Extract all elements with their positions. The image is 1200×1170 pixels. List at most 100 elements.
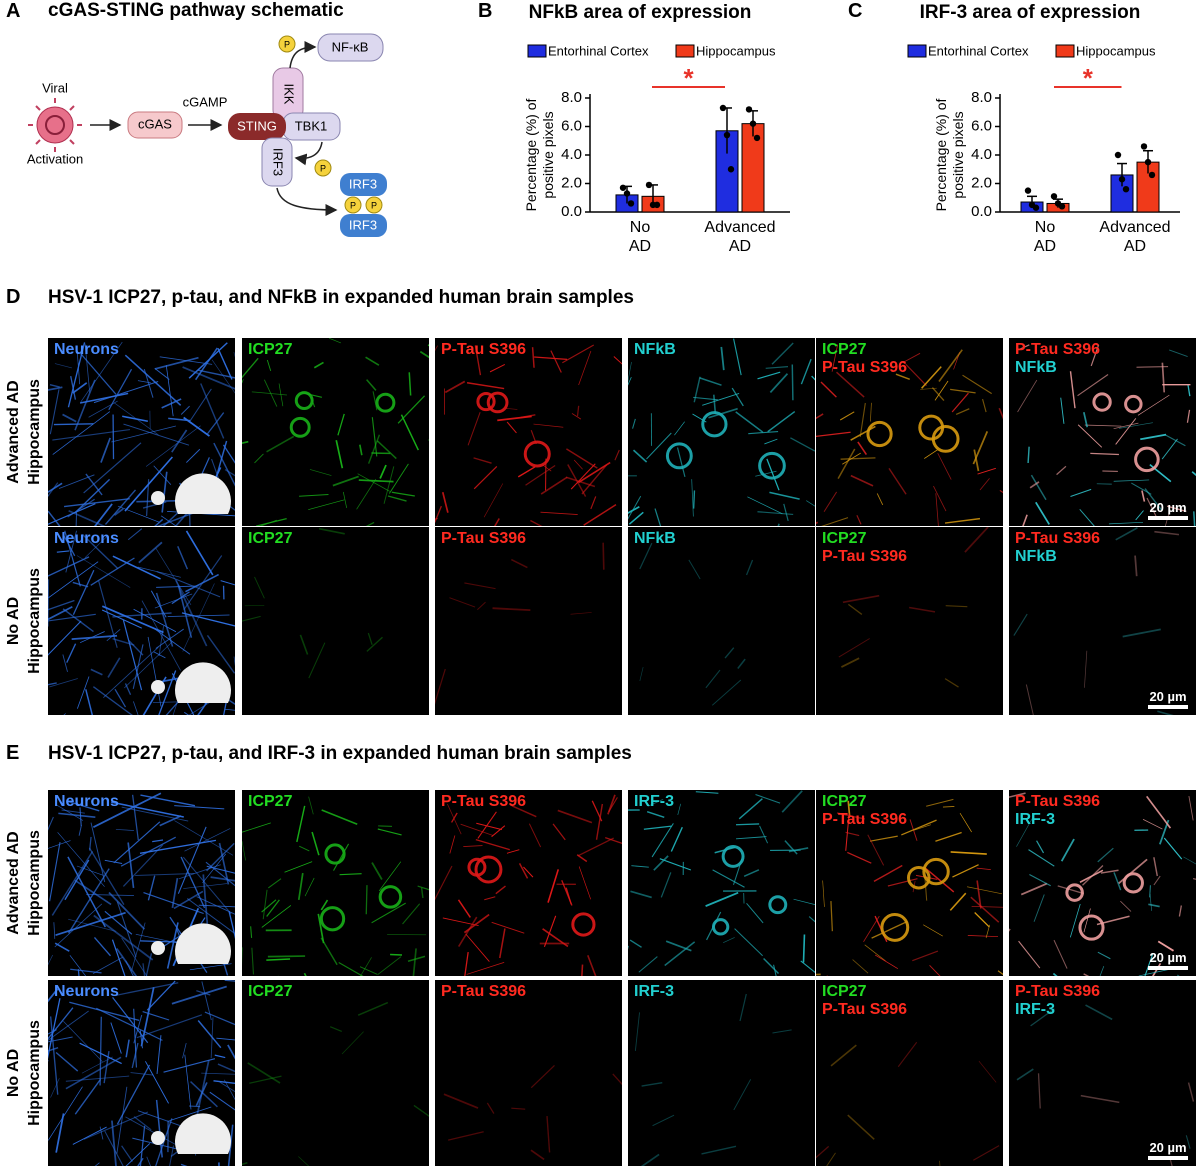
fiber — [973, 449, 980, 472]
fiber — [114, 508, 124, 516]
fiber — [1019, 344, 1030, 350]
fiber — [533, 423, 564, 428]
fiber — [838, 638, 870, 658]
fiber — [98, 580, 118, 648]
fiber — [76, 347, 81, 385]
cell-body — [866, 420, 893, 448]
fiber — [1122, 628, 1161, 638]
brain-icon — [151, 941, 165, 955]
fiber — [711, 679, 742, 706]
fiber — [130, 1072, 154, 1076]
fiber — [565, 448, 598, 469]
fiber — [266, 958, 291, 961]
fiber — [1115, 527, 1138, 541]
fiber — [360, 957, 372, 976]
bar — [741, 123, 765, 213]
fiber — [311, 831, 320, 856]
fiber — [1030, 474, 1047, 501]
fiber — [85, 473, 103, 496]
fiber — [998, 407, 1003, 420]
fiber — [136, 1014, 203, 1039]
fiber — [723, 937, 735, 944]
channel-label: ICP27 — [822, 983, 867, 1000]
cell-body — [922, 857, 950, 886]
fiber — [435, 668, 446, 705]
fiber — [463, 845, 483, 847]
fiber — [772, 1029, 792, 1034]
channel-label: P-Tau S396 — [1015, 341, 1101, 358]
fiber — [92, 792, 162, 828]
fiber — [48, 1086, 83, 1141]
fiber — [122, 415, 148, 423]
fiber — [1169, 1157, 1173, 1166]
fiber — [967, 935, 999, 937]
fiber — [506, 849, 520, 854]
fiber — [67, 868, 110, 934]
fiber — [491, 921, 525, 934]
fiber — [99, 1126, 104, 1140]
channel-label: P-Tau S396 — [1015, 793, 1101, 810]
fiber — [577, 837, 614, 857]
fiber — [261, 899, 277, 913]
fiber — [123, 423, 190, 446]
fiber — [146, 1156, 152, 1166]
fiber — [435, 865, 453, 901]
fiber — [140, 987, 155, 1047]
fiber — [950, 388, 976, 394]
fiber — [495, 885, 506, 895]
fiber — [1113, 422, 1139, 430]
data-point — [1024, 187, 1032, 194]
fiber — [581, 964, 584, 976]
fiber — [171, 985, 227, 1005]
fiber — [186, 448, 201, 463]
fiber — [713, 394, 717, 414]
fiber — [518, 862, 529, 879]
node — [261, 137, 293, 187]
fiber — [86, 894, 134, 896]
fiber — [64, 859, 90, 901]
fiber — [114, 402, 159, 436]
fiber — [263, 379, 278, 407]
fiber — [156, 571, 221, 598]
fiber — [847, 800, 851, 816]
fiber — [242, 357, 259, 379]
fiber — [72, 569, 95, 615]
fiber — [213, 1080, 235, 1084]
legend-swatch — [675, 44, 695, 58]
y-tick-label: 2.0 — [971, 174, 992, 191]
fiber — [499, 928, 506, 959]
fiber — [145, 953, 153, 976]
data-point — [1118, 176, 1126, 183]
fiber — [540, 476, 568, 495]
fiber — [64, 530, 81, 587]
fiber — [242, 615, 261, 622]
fiber — [1077, 424, 1103, 448]
y-tick-label: 2.0 — [561, 174, 582, 191]
fiber — [297, 872, 304, 900]
fiber — [218, 1162, 220, 1166]
fiber — [214, 1054, 226, 1059]
legend-swatch — [907, 44, 927, 58]
fiber — [48, 482, 59, 498]
micrograph-texture — [48, 341, 235, 526]
fiber — [139, 839, 217, 855]
micrograph: P-Tau S396 — [435, 527, 622, 715]
fiber — [167, 614, 230, 617]
fiber — [125, 1143, 151, 1166]
fiber — [652, 1114, 675, 1127]
fiber — [1020, 882, 1048, 896]
fiber — [864, 944, 886, 962]
fiber — [901, 819, 937, 836]
fiber — [125, 1039, 130, 1058]
micrograph: P-Tau S396 — [435, 980, 622, 1166]
fiber — [224, 980, 235, 982]
cell-body — [523, 440, 551, 468]
fiber — [561, 879, 573, 906]
fiber — [449, 597, 476, 608]
fiber — [377, 828, 402, 836]
fiber — [58, 474, 95, 489]
data-point — [619, 184, 627, 191]
fiber — [705, 891, 739, 907]
fiber — [743, 869, 760, 878]
fiber — [217, 1063, 235, 1073]
